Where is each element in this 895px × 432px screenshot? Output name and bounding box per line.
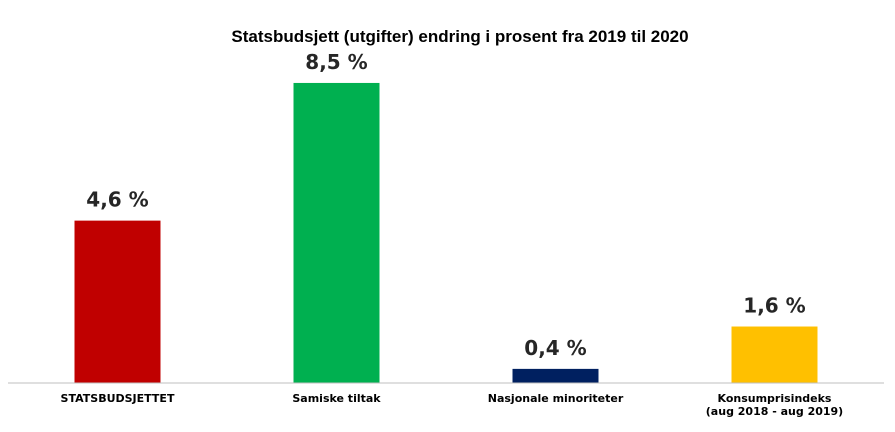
category-label-2: Nasjonale minoriteter [488, 392, 624, 405]
data-label-2: 0,4 % [524, 336, 586, 360]
data-label-3: 1,6 % [743, 294, 805, 318]
bar-2 [512, 368, 599, 383]
data-label-0: 4,6 % [86, 188, 148, 212]
category-label-0: STATSBUDSJETTET [61, 392, 175, 405]
category-label-1: Samiske tiltak [292, 392, 381, 405]
data-label-1: 8,5 % [305, 50, 367, 74]
bar-3 [731, 326, 818, 383]
bar-0 [74, 220, 161, 383]
category-label-3: Konsumprisindeks (aug 2018 - aug 2019) [706, 392, 843, 418]
bars-group [74, 82, 818, 383]
category-labels-group: STATSBUDSJETTET Samiske tiltak Nasjonale m… [61, 392, 844, 418]
bar-1 [293, 82, 380, 383]
value-labels-group: 4,6 % 8,5 % 0,4 % 1,6 % [86, 50, 805, 360]
chart-title: Statsbudsjett (utgifter) endring i prose… [231, 27, 688, 46]
